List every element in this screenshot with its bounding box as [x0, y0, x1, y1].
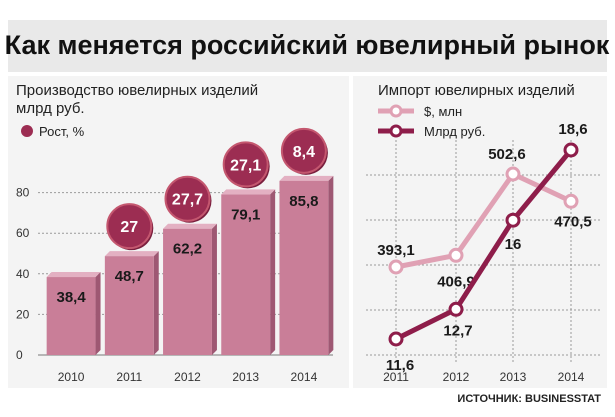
import-x-axis: 2011 2012 2013 2014: [383, 370, 585, 384]
production-bars: 38,4 48,7 27 62,2 27,7 79,1 27,1 85,8 8,4: [46, 127, 334, 355]
production-value-label: 38,4: [56, 289, 86, 306]
production-bar: [221, 194, 271, 355]
dollar-series-point: [505, 166, 521, 182]
legend-rub-label: Млрд руб.: [424, 124, 485, 139]
dollar-series-value-label: 502,6: [488, 146, 526, 163]
production-bar-side: [153, 251, 159, 355]
production-y-tick-label: 20: [16, 307, 30, 321]
dollar-series-value-label: 393,1: [377, 242, 415, 259]
production-x-tick-label: 2013: [232, 370, 259, 384]
import-title: Импорт ювелирных изделий: [378, 82, 575, 99]
production-x-axis: 2010 2011 2012 2013 2014: [58, 370, 318, 384]
production-bar: [46, 277, 96, 355]
production-value-label: 62,2: [173, 241, 202, 258]
import-lines: 393,1 406,9 502,6 470,5 11,6 12,7 16 18,6: [377, 121, 592, 374]
production-bar-top: [279, 175, 334, 181]
import-x-tick-label: 2014: [558, 370, 585, 384]
rub-series-value-label: 16: [505, 236, 522, 253]
production-bar-side: [328, 175, 334, 355]
rub-series-value-label: 18,6: [558, 121, 587, 138]
legend-rub-marker: [389, 124, 403, 138]
legend: $, млн Млрд руб.: [378, 104, 485, 139]
production-bar: [279, 180, 329, 355]
production-value-label: 79,1: [231, 206, 260, 223]
rub-series-point: [505, 212, 521, 228]
growth-badge-label: 27: [120, 219, 138, 236]
rub-series-value-label: 12,7: [443, 322, 472, 339]
production-bar: [163, 228, 212, 355]
production-bar-top: [46, 272, 101, 278]
production-bar-side: [211, 223, 217, 355]
production-bar-side: [95, 272, 101, 355]
title-banner: [8, 20, 607, 72]
dollar-series-point: [563, 193, 579, 209]
legend-dollar-marker: [389, 104, 403, 118]
dollar-series-value-label: 470,5: [554, 213, 592, 230]
production-y-tick-label: 60: [16, 226, 30, 240]
production-x-tick-label: 2012: [174, 370, 201, 384]
growth-badge: [222, 141, 269, 188]
rub-series-point: [563, 142, 579, 158]
production-bar-top: [221, 189, 276, 195]
production-unit: млрд руб.: [16, 100, 85, 117]
rub-series-line: [394, 148, 573, 342]
rub-series-point: [388, 331, 404, 347]
dollar-series-point: [448, 247, 464, 263]
dollar-series-point: [388, 259, 404, 275]
growth-legend-marker: [21, 125, 33, 137]
growth-badge: [280, 127, 327, 174]
production-x-tick-label: 2014: [291, 370, 318, 384]
chart-title: Как меняется российский ювелирный рынок: [5, 30, 610, 60]
dollar-series-value-label: 406,9: [437, 273, 475, 290]
production-bar-top: [104, 251, 159, 257]
growth-badge-label: 27,7: [172, 192, 203, 209]
production-y-tick-label: 40: [16, 267, 30, 281]
production-y-tick-label: 0: [16, 348, 23, 362]
import-x-tick-label: 2012: [443, 370, 470, 384]
import-x-tick-label: 2013: [500, 370, 527, 384]
growth-badge: [106, 203, 153, 250]
rub-series-point: [448, 301, 464, 317]
growth-legend-label: Рост, %: [39, 124, 85, 139]
legend-dollar-label: $, млн: [424, 104, 462, 119]
import-x-tick-label: 2011: [383, 370, 409, 384]
growth-badge-label: 8,4: [293, 144, 315, 161]
rub-series-value-label: 11,6: [386, 357, 414, 374]
growth-badge: [164, 175, 211, 222]
production-y-axis: 0 20 40 60 80: [16, 186, 30, 362]
production-title: Производство ювелирных изделий: [16, 82, 258, 99]
production-x-tick-label: 2010: [58, 370, 85, 384]
source-note: ИСТОЧНИК: BUSINESSTAT: [457, 393, 601, 405]
production-x-tick-label: 2011: [116, 370, 142, 384]
growth-badge-label: 27,1: [230, 157, 261, 174]
production-bar: [104, 256, 154, 355]
production-value-label: 48,7: [115, 268, 144, 285]
production-y-tick-label: 80: [16, 186, 30, 200]
production-value-label: 85,8: [289, 193, 318, 210]
production-bar-top: [163, 223, 217, 229]
production-bar-side: [270, 189, 276, 355]
